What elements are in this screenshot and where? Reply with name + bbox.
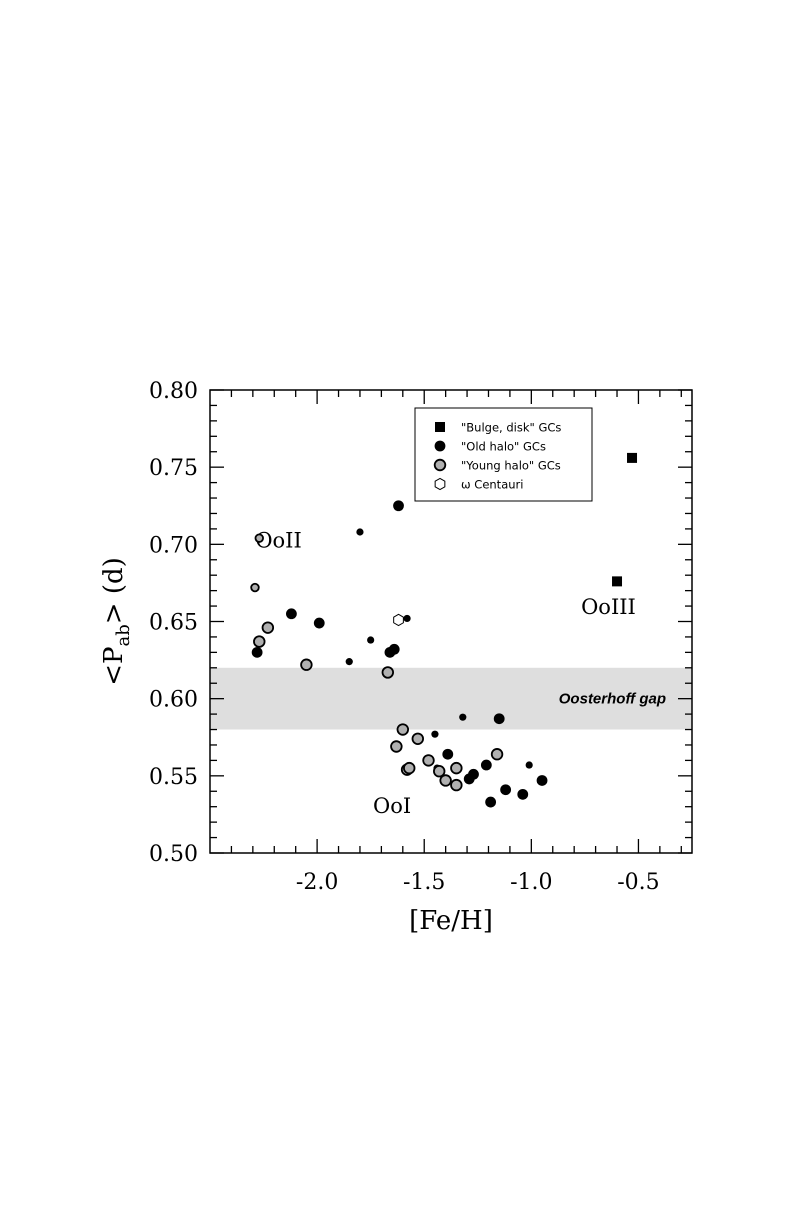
points-layer (250, 452, 638, 808)
data-point-black-circle (480, 759, 492, 771)
data-point-gray-circle (450, 761, 463, 775)
data-point-gray-circle (411, 732, 424, 745)
legend: "Bulge, disk" GCs "Old halo" GCs "Young ha… (414, 407, 593, 502)
legend-marker-square (435, 422, 445, 432)
data-point-black-circle (431, 730, 439, 738)
data-point-black-circle (403, 614, 411, 623)
legend-label: ω Centauri (461, 478, 523, 492)
data-point-gray-circle (433, 765, 446, 778)
legend-label: "Bulge, disk" GCs (461, 421, 561, 435)
data-point-gray-circle (439, 774, 452, 787)
data-point-black-circle (345, 658, 353, 666)
oosterhoff-gap-label: Oosterhoff gap (559, 691, 666, 708)
data-point-black-circle (500, 784, 512, 796)
y-tick-label: 0.60 (149, 688, 198, 713)
data-point-square (627, 452, 638, 463)
data-point-black-circle (356, 528, 364, 536)
y-tick-label: 0.80 (149, 379, 198, 404)
y-axis-label-sub: ab (113, 624, 134, 646)
data-point-gray-circle (396, 723, 410, 736)
data-point-black-circle (251, 646, 263, 658)
data-point-black-circle (313, 617, 325, 629)
y-tick-label: 0.65 (149, 611, 198, 636)
data-point-black-circle (442, 748, 454, 760)
y-axis-label: <Pab> (d) (99, 557, 134, 686)
legend-marker-hexagon (434, 477, 446, 491)
y-axis-label-tail: > (d) (99, 557, 129, 624)
data-point-gray-circle (381, 666, 395, 679)
x-tick-label: -2.0 (296, 870, 338, 895)
data-point-black-circle (536, 775, 548, 786)
data-point-black-circle (388, 643, 400, 655)
x-tick-label: -1.5 (403, 870, 445, 895)
tick-labels: 0.50 0.55 0.60 0.65 0.70 0.75 0.80 -2.0 -1.5 -1.0… (149, 379, 660, 895)
data-point-gray-circle (254, 533, 264, 543)
y-tick-label: 0.70 (149, 533, 198, 558)
data-point-hexagon (393, 613, 404, 627)
data-point-black-circle (459, 713, 467, 721)
legend-marker-gray-circle (433, 458, 447, 472)
y-tick-label: 0.75 (149, 456, 198, 481)
data-point-black-circle (493, 713, 505, 725)
data-point-gray-circle (250, 582, 260, 593)
data-point-gray-circle (490, 748, 504, 761)
data-point-gray-circle (450, 778, 463, 792)
ticks (210, 389, 692, 854)
data-point-square (612, 576, 623, 587)
data-point-gray-circle (261, 621, 275, 634)
y-tick-label: 0.50 (149, 842, 198, 867)
data-point-black-circle (367, 636, 375, 644)
legend-label: "Old halo" GCs (461, 440, 546, 454)
x-tick-label: -0.5 (617, 870, 659, 895)
annotation-ooiii: OoIII (581, 595, 636, 619)
data-point-gray-circle (300, 658, 313, 671)
x-axis-label: [Fe/H] (409, 906, 493, 936)
axes-layer: 0.50 0.55 0.60 0.65 0.70 0.75 0.80 -2.0 -1.5 -1.0… (149, 379, 693, 895)
y-tick-label: 0.55 (149, 765, 198, 790)
x-tick-label: -1.0 (510, 870, 552, 895)
data-point-black-circle (463, 773, 475, 785)
data-point-black-circle (286, 608, 297, 620)
data-point-black-circle (525, 761, 533, 769)
data-point-black-circle (485, 796, 497, 808)
annotation-ooi: OoI (373, 794, 411, 818)
data-point-gray-circle (253, 635, 266, 648)
y-axis-label-main: <P (99, 646, 129, 685)
gap-band-layer: Oosterhoff gap (210, 667, 692, 730)
data-point-gray-circle (403, 761, 416, 775)
oosterhoff-gap-band (210, 667, 692, 730)
legend-marker-black-circle (434, 440, 446, 452)
data-point-black-circle (517, 788, 529, 800)
data-point-gray-circle (390, 740, 403, 753)
data-point-black-circle (393, 500, 404, 512)
data-point-gray-circle (422, 754, 435, 767)
legend-label: "Young halo" GCs (461, 459, 561, 473)
